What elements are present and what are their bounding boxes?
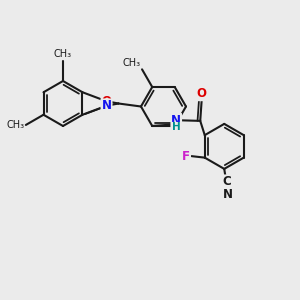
Text: O: O bbox=[101, 95, 112, 108]
Text: H: H bbox=[172, 122, 181, 133]
Text: O: O bbox=[196, 87, 206, 101]
Text: N: N bbox=[101, 99, 112, 112]
Text: F: F bbox=[182, 150, 190, 163]
Text: C: C bbox=[222, 175, 231, 188]
Text: N: N bbox=[171, 114, 181, 127]
Text: CH₃: CH₃ bbox=[54, 49, 72, 59]
Text: CH₃: CH₃ bbox=[6, 120, 24, 130]
Text: N: N bbox=[223, 188, 232, 202]
Text: CH₃: CH₃ bbox=[122, 58, 140, 68]
